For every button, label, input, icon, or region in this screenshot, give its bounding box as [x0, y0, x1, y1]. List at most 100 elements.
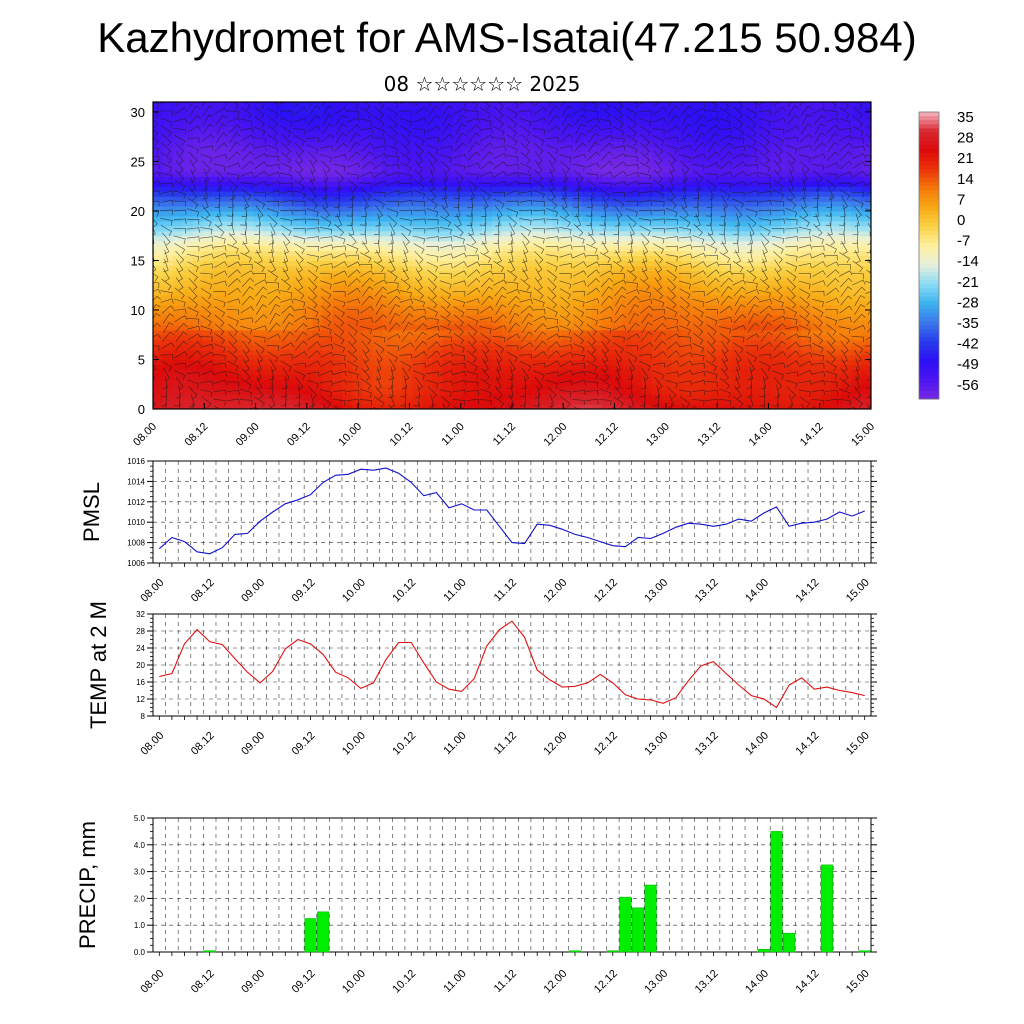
heatmap-cell: [462, 389, 473, 395]
heatmap-cell: [222, 161, 234, 167]
heatmap-cell: [661, 285, 673, 291]
heatmap-cell: [541, 349, 553, 356]
wind-barb: [266, 281, 279, 289]
heatmap-cell: [531, 270, 543, 276]
heatmap-cell: [541, 300, 553, 306]
heatmap-cell: [591, 196, 603, 202]
heatmap-cell: [382, 369, 393, 375]
heatmap-cell: [153, 309, 164, 316]
heatmap-cell: [701, 389, 713, 395]
wind-barb: [320, 288, 332, 300]
heatmap-cell: [222, 151, 234, 158]
heatmap-cell: [292, 329, 304, 336]
heatmap-cell: [841, 196, 852, 202]
heatmap-cell: [751, 181, 762, 187]
heatmap-cell: [212, 265, 224, 271]
heatmap-cell: [472, 205, 483, 212]
heatmap-cell: [312, 235, 324, 242]
heatmap-cell: [861, 344, 871, 351]
heatmap-cell: [801, 295, 812, 301]
heatmap-cell: [312, 240, 324, 247]
heatmap-cell: [212, 230, 224, 237]
heatmap-cell: [601, 394, 613, 400]
heatmap-cell: [512, 151, 523, 158]
heatmap-cell: [801, 309, 812, 316]
heatmap-cell: [851, 215, 862, 222]
heatmap-cell: [512, 359, 523, 366]
heatmap-cell: [691, 369, 703, 375]
heatmap-cell: [402, 324, 413, 331]
heatmap-cell: [701, 309, 713, 316]
heatmap-cell: [541, 161, 553, 167]
heatmap-cell: [302, 369, 314, 375]
heatmap-cell: [382, 240, 393, 247]
heatmap-cell: [262, 210, 274, 217]
heatmap-cell: [442, 171, 453, 177]
heatmap-cell: [791, 359, 802, 366]
heatmap-cell: [701, 359, 713, 366]
heatmap-cell: [222, 171, 234, 177]
heatmap-cell: [551, 285, 563, 291]
heatmap-cell: [352, 384, 364, 390]
heatmap-cell: [751, 359, 762, 366]
wind-barb: [334, 314, 345, 327]
heatmap-cell: [771, 131, 782, 138]
wind-barb: [307, 360, 321, 368]
heatmap-cell: [292, 290, 304, 296]
heatmap-cell: [691, 319, 703, 326]
heatmap-cell: [801, 389, 812, 395]
heatmap-cell: [691, 136, 703, 143]
heatmap-cell: [861, 166, 871, 172]
heatmap-cell: [781, 364, 792, 370]
heatmap-cell: [202, 394, 214, 400]
heatmap-cell: [851, 309, 862, 316]
heatmap-cell: [412, 141, 423, 148]
heatmap-cell: [452, 309, 463, 316]
heatmap-cell: [452, 255, 463, 262]
heatmap-cell: [571, 106, 583, 113]
heatmap-cell: [521, 270, 533, 276]
heatmap-cell: [242, 329, 254, 336]
heatmap-cell: [601, 235, 613, 242]
heatmap-cell: [751, 215, 762, 222]
heatmap-cell: [272, 116, 284, 123]
heatmap-cell: [831, 295, 842, 301]
heatmap-cell: [541, 354, 553, 361]
heatmap-cell: [262, 349, 274, 356]
heatmap-cell: [551, 344, 563, 351]
heatmap-cell: [153, 186, 164, 192]
heatmap-cell: [372, 235, 383, 242]
heatmap-cell: [212, 205, 224, 212]
heatmap-cell: [671, 181, 683, 187]
heatmap-cell: [232, 280, 244, 286]
heatmap-cell: [242, 300, 254, 306]
heatmap-cell: [821, 225, 832, 232]
heatmap-cell: [621, 295, 633, 301]
heatmap-cell: [581, 131, 593, 138]
heatmap-cell: [561, 161, 573, 167]
heatmap-cell: [741, 210, 752, 217]
heatmap-cell: [262, 384, 274, 390]
heatmap-cell: [302, 349, 314, 356]
heatmap-cell: [462, 156, 473, 163]
heatmap-cell: [541, 121, 553, 128]
heatmap-cell: [252, 359, 264, 366]
wind-barb: [308, 151, 318, 165]
heatmap-cell: [611, 255, 623, 262]
heatmap-cell: [422, 102, 433, 108]
wind-barb: [162, 313, 174, 324]
heatmap-cell: [172, 121, 184, 128]
heatmap-cell: [761, 201, 772, 207]
heatmap-cell: [611, 404, 623, 409]
wind-barb: [213, 235, 226, 244]
heatmap-cell: [821, 290, 832, 296]
heatmap-cell: [831, 305, 842, 311]
heatmap-cell: [621, 166, 633, 172]
heatmap-cell: [621, 121, 633, 128]
heatmap-cell: [651, 394, 663, 400]
heatmap-cell: [751, 250, 762, 257]
heatmap-cell: [671, 141, 683, 148]
heatmap-cell: [392, 394, 403, 400]
heatmap-cell: [262, 374, 274, 380]
heatmap-cell: [202, 151, 214, 158]
